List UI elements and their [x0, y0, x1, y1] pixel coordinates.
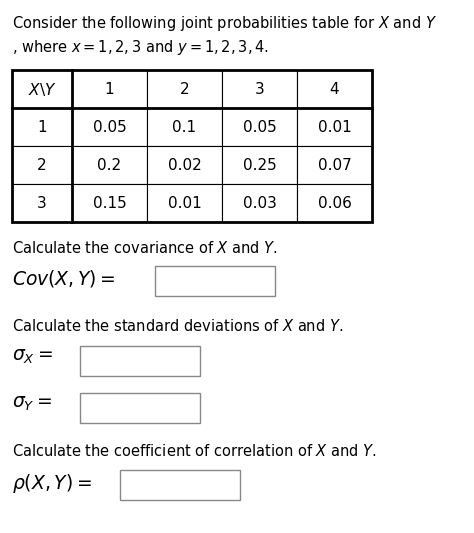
Bar [12, 146, 72, 184]
Text: Consider the following joint probabilities table for $X$ and $Y$: Consider the following joint probabiliti… [12, 14, 437, 33]
Bar [72, 108, 147, 146]
Text: 0.25: 0.25 [243, 157, 276, 173]
Bar [222, 184, 297, 222]
Bar [147, 108, 222, 146]
Text: Calculate the standard deviations of $X$ and $Y$.: Calculate the standard deviations of $X$… [12, 318, 343, 334]
Bar [12, 184, 72, 222]
Bar [297, 70, 372, 108]
Text: 0.01: 0.01 [318, 119, 351, 134]
Bar [120, 470, 240, 500]
Text: , where $x = 1, 2, 3$ and $y = 1, 2, 3, 4$.: , where $x = 1, 2, 3$ and $y = 1, 2, 3, … [12, 38, 269, 57]
Bar [297, 108, 372, 146]
Text: 2: 2 [37, 157, 47, 173]
Text: 3: 3 [37, 196, 47, 211]
Bar [80, 393, 200, 423]
Bar [12, 70, 372, 222]
Text: 1: 1 [37, 119, 47, 134]
Bar [72, 184, 147, 222]
Text: $Cov(X, Y) =$: $Cov(X, Y) =$ [12, 268, 116, 289]
Bar [147, 70, 222, 108]
Text: 1: 1 [105, 82, 114, 96]
Text: 0.1: 0.1 [173, 119, 197, 134]
Bar [72, 70, 147, 108]
Text: 0.06: 0.06 [318, 196, 351, 211]
Bar [222, 70, 297, 108]
Bar [297, 146, 372, 184]
Bar [12, 108, 72, 146]
Text: 0.05: 0.05 [92, 119, 127, 134]
Text: 0.15: 0.15 [92, 196, 127, 211]
Bar [12, 70, 72, 108]
Text: 0.02: 0.02 [168, 157, 201, 173]
Text: 2: 2 [180, 82, 189, 96]
Text: 0.07: 0.07 [318, 157, 351, 173]
Bar [222, 108, 297, 146]
Text: Calculate the covariance of $X$ and $Y$.: Calculate the covariance of $X$ and $Y$. [12, 240, 278, 256]
Text: $X\backslash Y$: $X\backslash Y$ [27, 80, 56, 98]
Bar [147, 184, 222, 222]
Text: 0.03: 0.03 [243, 196, 276, 211]
Text: Calculate the coefficient of correlation of $X$ and $Y$.: Calculate the coefficient of correlation… [12, 443, 377, 459]
Text: $\rho(X, Y) =$: $\rho(X, Y) =$ [12, 472, 92, 495]
Bar [80, 346, 200, 376]
Bar [147, 146, 222, 184]
Text: $\sigma_Y =$: $\sigma_Y =$ [12, 395, 52, 413]
Text: 3: 3 [255, 82, 264, 96]
Text: 0.01: 0.01 [168, 196, 201, 211]
Text: 0.2: 0.2 [98, 157, 121, 173]
Bar [155, 266, 275, 296]
Bar [297, 184, 372, 222]
Text: 0.05: 0.05 [243, 119, 276, 134]
Bar [222, 146, 297, 184]
Bar [72, 146, 147, 184]
Text: 4: 4 [330, 82, 339, 96]
Text: $\sigma_X =$: $\sigma_X =$ [12, 348, 53, 366]
